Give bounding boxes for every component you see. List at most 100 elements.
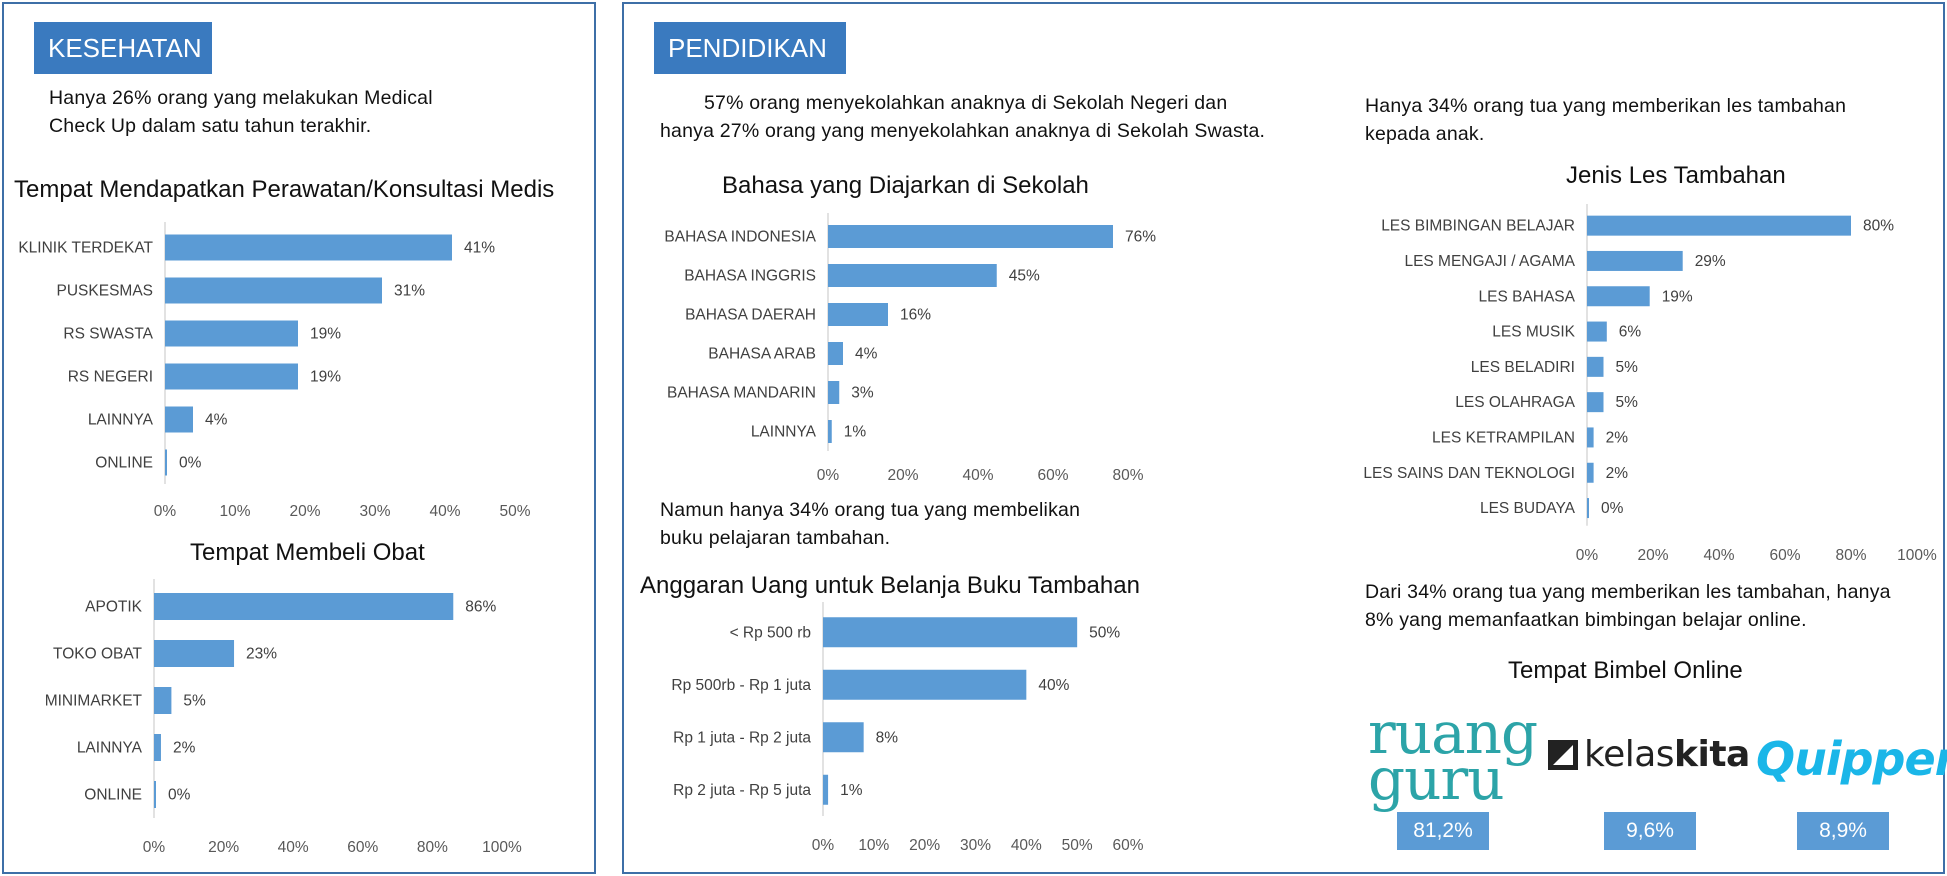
value-label-bahasa: 45% [1009, 268, 1040, 285]
les-text: Hanya 34% orang tua yang memberikan les … [1365, 92, 1925, 148]
chart-title-perawatan: Tempat Mendapatkan Perawatan/Konsultasi … [14, 176, 555, 203]
category-label-les: LES SAINS DAN TEKNOLOGI [1363, 465, 1575, 482]
bar-perawatan [165, 320, 298, 347]
bar-les [1587, 321, 1607, 342]
value-label-bahasa: 76% [1125, 229, 1156, 246]
value-label-les: 19% [1662, 288, 1693, 305]
category-label-les: LES BIMBINGAN BELAJAR [1381, 218, 1575, 235]
tick-label-anggaran: 0% [812, 837, 835, 854]
value-label-les: 80% [1863, 218, 1894, 235]
category-label-bahasa: BAHASA INGGRIS [684, 268, 816, 285]
bar-perawatan [165, 449, 167, 476]
kesehatan-intro-line1: Hanya 26% orang yang melakukan Medical [49, 87, 433, 109]
tick-label-perawatan: 40% [429, 503, 460, 520]
value-label-anggaran: 1% [840, 782, 863, 799]
category-label-perawatan: KLINIK TERDEKAT [18, 240, 153, 257]
value-label-obat: 0% [168, 787, 191, 804]
value-label-les: 2% [1606, 465, 1629, 482]
category-label-anggaran: Rp 1 juta - Rp 2 juta [673, 729, 811, 746]
tick-label-obat: 0% [143, 839, 166, 856]
ruangguru-percent: 81,2% [1397, 812, 1489, 850]
tick-label-obat: 80% [417, 839, 448, 856]
chart-title-bahasa: Bahasa yang Diajarkan di Sekolah [722, 172, 1089, 199]
value-label-les: 0% [1601, 500, 1624, 517]
value-label-perawatan: 19% [310, 326, 341, 343]
kelaskita-logo: kelaskita [1584, 734, 1750, 775]
bar-anggaran [823, 774, 829, 805]
bar-obat [154, 640, 235, 667]
kesehatan-panel [2, 2, 596, 874]
category-label-anggaran: Rp 500rb - Rp 1 juta [671, 677, 811, 694]
tick-label-obat: 40% [278, 839, 309, 856]
tick-label-obat: 100% [482, 839, 522, 856]
bar-bahasa [828, 420, 832, 443]
tick-label-anggaran: 10% [858, 837, 889, 854]
bar-les [1587, 286, 1650, 307]
category-label-les: LES OLAHRAGA [1455, 394, 1575, 411]
kelaskita-percent: 9,6% [1604, 812, 1696, 850]
category-label-les: LES MUSIK [1492, 324, 1575, 341]
value-label-obat: 23% [246, 646, 277, 663]
online-text-line2: 8% yang memanfaatkan bimbingan belajar o… [1365, 609, 1807, 631]
bar-les [1587, 250, 1683, 271]
buku-text: Namun hanya 34% orang tua yang membelika… [660, 496, 1180, 552]
kelaskita-logo-bold: kita [1674, 734, 1750, 775]
value-label-obat: 5% [183, 693, 206, 710]
tick-label-bahasa: 80% [1112, 467, 1143, 484]
pendidikan-intro-line1: 57% orang menyekolahkan anaknya di Sekol… [704, 92, 1228, 114]
quipper-percent: 8,9% [1797, 812, 1889, 850]
category-label-obat: ONLINE [84, 787, 142, 804]
category-label-perawatan: RS NEGERI [68, 369, 153, 386]
category-label-anggaran: Rp 2 juta - Rp 5 juta [673, 782, 811, 799]
tick-label-les: 100% [1897, 547, 1937, 564]
bar-bahasa [828, 342, 843, 365]
pendidikan-intro: 57% orang menyekolahkan anaknya di Sekol… [660, 89, 1320, 145]
bar-perawatan [165, 363, 298, 390]
tick-label-perawatan: 30% [359, 503, 390, 520]
value-label-bahasa: 1% [844, 424, 867, 441]
bar-perawatan [165, 277, 382, 304]
value-label-bahasa: 16% [900, 307, 931, 324]
bar-obat [154, 593, 454, 620]
les-text-line2: kepada anak. [1365, 123, 1485, 145]
category-label-perawatan: ONLINE [95, 455, 153, 472]
bar-obat [154, 687, 172, 714]
bar-anggaran [823, 617, 1078, 648]
bar-bahasa [828, 264, 997, 287]
category-label-bahasa: BAHASA ARAB [708, 346, 816, 363]
chart-title-obat: Tempat Membeli Obat [190, 539, 425, 566]
tick-label-les: 60% [1769, 547, 1800, 564]
category-label-bahasa: BAHASA INDONESIA [664, 229, 816, 246]
pendidikan-intro-line2: hanya 27% orang yang menyekolahkan anakn… [660, 120, 1266, 142]
les-text-line1: Hanya 34% orang tua yang memberikan les … [1365, 95, 1847, 117]
tick-label-anggaran: 40% [1011, 837, 1042, 854]
category-label-les: LES BAHASA [1479, 288, 1576, 305]
ruangguru-logo: ruang guru [1368, 704, 1538, 808]
pendidikan-tag: PENDIDIKAN [654, 22, 846, 74]
bar-perawatan [165, 406, 193, 433]
tick-label-anggaran: 30% [960, 837, 991, 854]
value-label-les: 29% [1695, 253, 1726, 270]
tick-label-bahasa: 60% [1037, 467, 1068, 484]
tick-label-anggaran: 50% [1062, 837, 1093, 854]
category-label-bahasa: LAINNYA [751, 424, 817, 441]
kesehatan-intro-line2: Check Up dalam satu tahun terakhir. [49, 115, 372, 137]
tick-label-anggaran: 60% [1112, 837, 1143, 854]
value-label-les: 6% [1619, 324, 1642, 341]
bar-anggaran [823, 669, 1027, 700]
value-label-anggaran: 8% [876, 729, 899, 746]
bar-obat [154, 734, 161, 761]
tick-label-obat: 20% [208, 839, 239, 856]
kesehatan-tag: KESEHATAN [34, 22, 212, 74]
value-label-obat: 86% [465, 599, 496, 616]
bar-les [1587, 215, 1851, 236]
tick-label-perawatan: 0% [154, 503, 177, 520]
bar-les [1587, 427, 1594, 448]
category-label-obat: APOTIK [85, 599, 143, 616]
category-label-les: LES KETRAMPILAN [1432, 429, 1575, 446]
category-label-anggaran: < Rp 500 rb [730, 624, 811, 641]
kelaskita-logo-light: kelas [1584, 734, 1675, 775]
tick-label-perawatan: 20% [289, 503, 320, 520]
bar-bahasa [828, 225, 1113, 248]
